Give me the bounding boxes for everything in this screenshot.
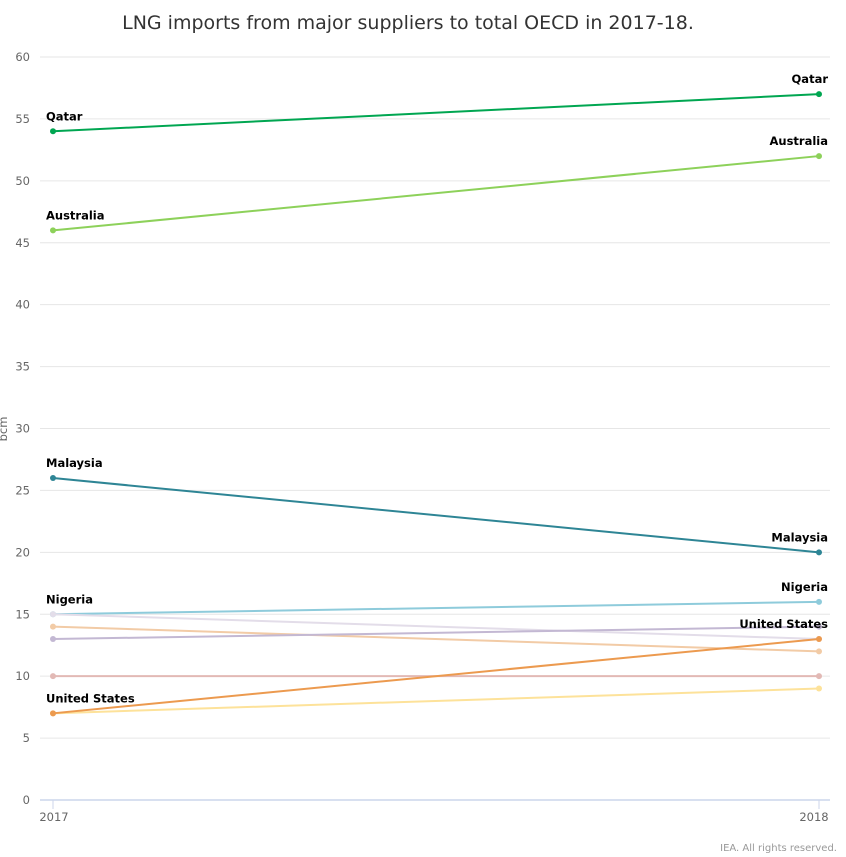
y-tick-label: 5 — [23, 731, 30, 745]
credit-text: IEA. All rights reserved. — [720, 843, 837, 854]
data-label: Australia — [46, 208, 105, 222]
y-tick-label: 60 — [15, 50, 30, 64]
series-line[interactable] — [52, 638, 820, 715]
series-line[interactable] — [52, 600, 820, 616]
series-unlabeled-8[interactable] — [50, 685, 822, 717]
y-tick-label: 35 — [15, 360, 30, 374]
data-label: Nigeria — [46, 592, 93, 606]
data-label: Nigeria — [781, 580, 828, 594]
series-australia[interactable]: Australia Australia — [46, 134, 828, 234]
data-label: Qatar — [792, 72, 829, 86]
series-unlabeled-5[interactable] — [50, 623, 822, 655]
data-point[interactable] — [816, 648, 822, 655]
series-line[interactable] — [52, 613, 820, 641]
data-point[interactable] — [50, 623, 56, 630]
y-tick-label: 50 — [15, 174, 30, 188]
series-line[interactable] — [52, 687, 820, 715]
data-point[interactable] — [816, 153, 822, 160]
y-tick-label: 25 — [15, 483, 30, 497]
series-line[interactable] — [52, 477, 820, 554]
data-point[interactable] — [50, 673, 56, 680]
series-line[interactable] — [52, 625, 820, 653]
series-united-states[interactable]: United States United States — [46, 617, 828, 717]
data-label: United States — [46, 691, 135, 705]
y-tick-label: 15 — [15, 607, 30, 621]
data-point[interactable] — [50, 475, 56, 482]
data-label: Malaysia — [771, 530, 828, 544]
y-tick-label: 0 — [23, 793, 30, 807]
data-point[interactable] — [816, 623, 822, 630]
data-point[interactable] — [816, 598, 822, 605]
data-point[interactable] — [50, 227, 56, 234]
data-point[interactable] — [50, 710, 56, 717]
y-tick-label: 55 — [15, 112, 30, 126]
data-point[interactable] — [816, 673, 822, 680]
series-nigeria[interactable]: Nigeria Nigeria — [46, 580, 828, 618]
y-tick-label: 30 — [15, 422, 30, 436]
y-tick-label: 10 — [15, 669, 30, 683]
data-label: Malaysia — [46, 456, 103, 470]
data-point[interactable] — [816, 91, 822, 98]
x-tick-label: 2018 — [799, 810, 828, 824]
data-label: Australia — [769, 134, 828, 148]
series-line[interactable] — [52, 625, 820, 641]
data-point[interactable] — [50, 128, 56, 135]
series-malaysia[interactable]: Malaysia Malaysia — [46, 456, 828, 556]
y-tick-label: 40 — [15, 298, 30, 312]
x-tick-label: 2017 — [39, 810, 68, 824]
series-line[interactable] — [52, 93, 820, 133]
data-point[interactable] — [50, 611, 56, 618]
data-label: Qatar — [46, 109, 83, 123]
series-line[interactable] — [52, 155, 820, 232]
data-point[interactable] — [50, 636, 56, 643]
series-unlabeled-6[interactable] — [50, 623, 822, 643]
y-tick-label: 45 — [15, 236, 30, 250]
data-point[interactable] — [816, 549, 822, 556]
series-qatar[interactable]: Qatar Qatar — [46, 72, 829, 135]
y-tick-label: 20 — [15, 545, 30, 559]
data-label: United States — [739, 617, 828, 631]
data-point[interactable] — [816, 636, 822, 643]
data-point[interactable] — [816, 685, 822, 692]
y-axis-label: bcm — [0, 417, 10, 442]
chart-title: LNG imports from major suppliers to tota… — [122, 12, 694, 34]
